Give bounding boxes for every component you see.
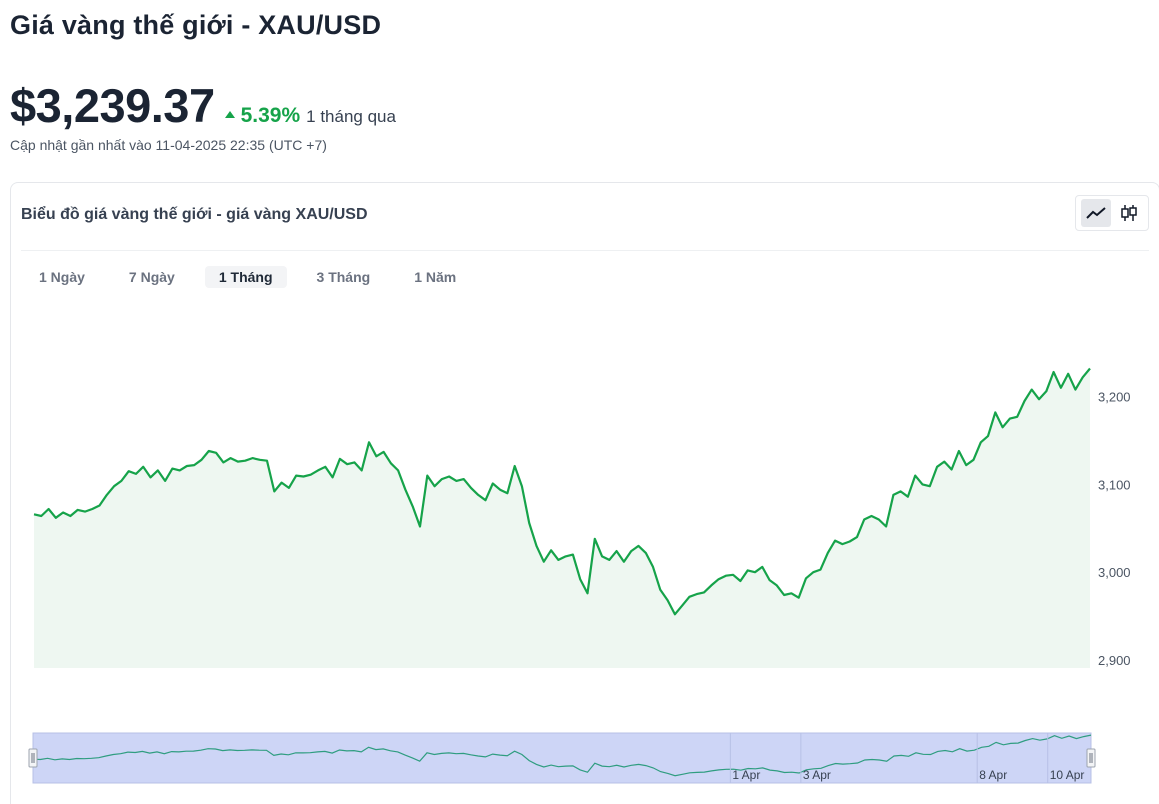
- range-tab-1m[interactable]: 1 Tháng: [204, 266, 287, 288]
- price-row: $3,239.37 5.39% 1 tháng qua: [10, 78, 396, 133]
- range-tab-1y[interactable]: 1 Năm: [414, 269, 457, 285]
- navigator-date-label: 8 Apr: [979, 768, 1007, 782]
- range-tab-1d[interactable]: 1 Ngày: [39, 269, 85, 285]
- page-title: Giá vàng thế giới - XAU/USD: [10, 10, 382, 40]
- y-tick-label: 3,200: [1098, 390, 1131, 405]
- up-arrow-icon: [224, 111, 235, 118]
- last-updated: Cập nhật gần nhất vào 11-04-2025 22:35 (…: [10, 137, 327, 153]
- change-period: 1 tháng qua: [306, 107, 396, 126]
- chart-type-switch: [1075, 195, 1149, 231]
- navigator-date-label: 1 Apr: [732, 768, 760, 782]
- chart-title: Biểu đồ giá vàng thế giới - giá vàng XAU…: [21, 206, 368, 223]
- navigator-selection[interactable]: [32, 732, 1092, 784]
- candlestick-icon: [1120, 205, 1137, 221]
- range-tabs: 1 Ngày 7 Ngày 1 Tháng 3 Tháng 1 Năm: [25, 266, 486, 288]
- y-tick-label: 3,100: [1098, 477, 1131, 492]
- navigator-line: [32, 734, 1092, 777]
- navigator-date-label: 3 Apr: [803, 768, 831, 782]
- navigator-left-handle[interactable]: [28, 748, 38, 768]
- line-chart-icon: [1085, 207, 1106, 219]
- y-tick-label: 2,900: [1098, 653, 1131, 668]
- navigator-right-handle[interactable]: [1086, 748, 1096, 768]
- current-price: $3,239.37: [10, 79, 215, 132]
- candlestick-button[interactable]: [1114, 199, 1144, 227]
- range-tab-3m[interactable]: 3 Tháng: [316, 269, 371, 285]
- change-percent: 5.39%: [240, 104, 301, 127]
- range-tab-7d[interactable]: 7 Ngày: [128, 269, 175, 285]
- navigator-date-label: 10 Apr: [1050, 768, 1085, 782]
- price-area: [34, 368, 1090, 668]
- card-divider: [21, 250, 1149, 251]
- y-tick-label: 3,000: [1098, 565, 1131, 580]
- line-chart-button[interactable]: [1080, 199, 1111, 227]
- price-line: [33, 367, 1091, 616]
